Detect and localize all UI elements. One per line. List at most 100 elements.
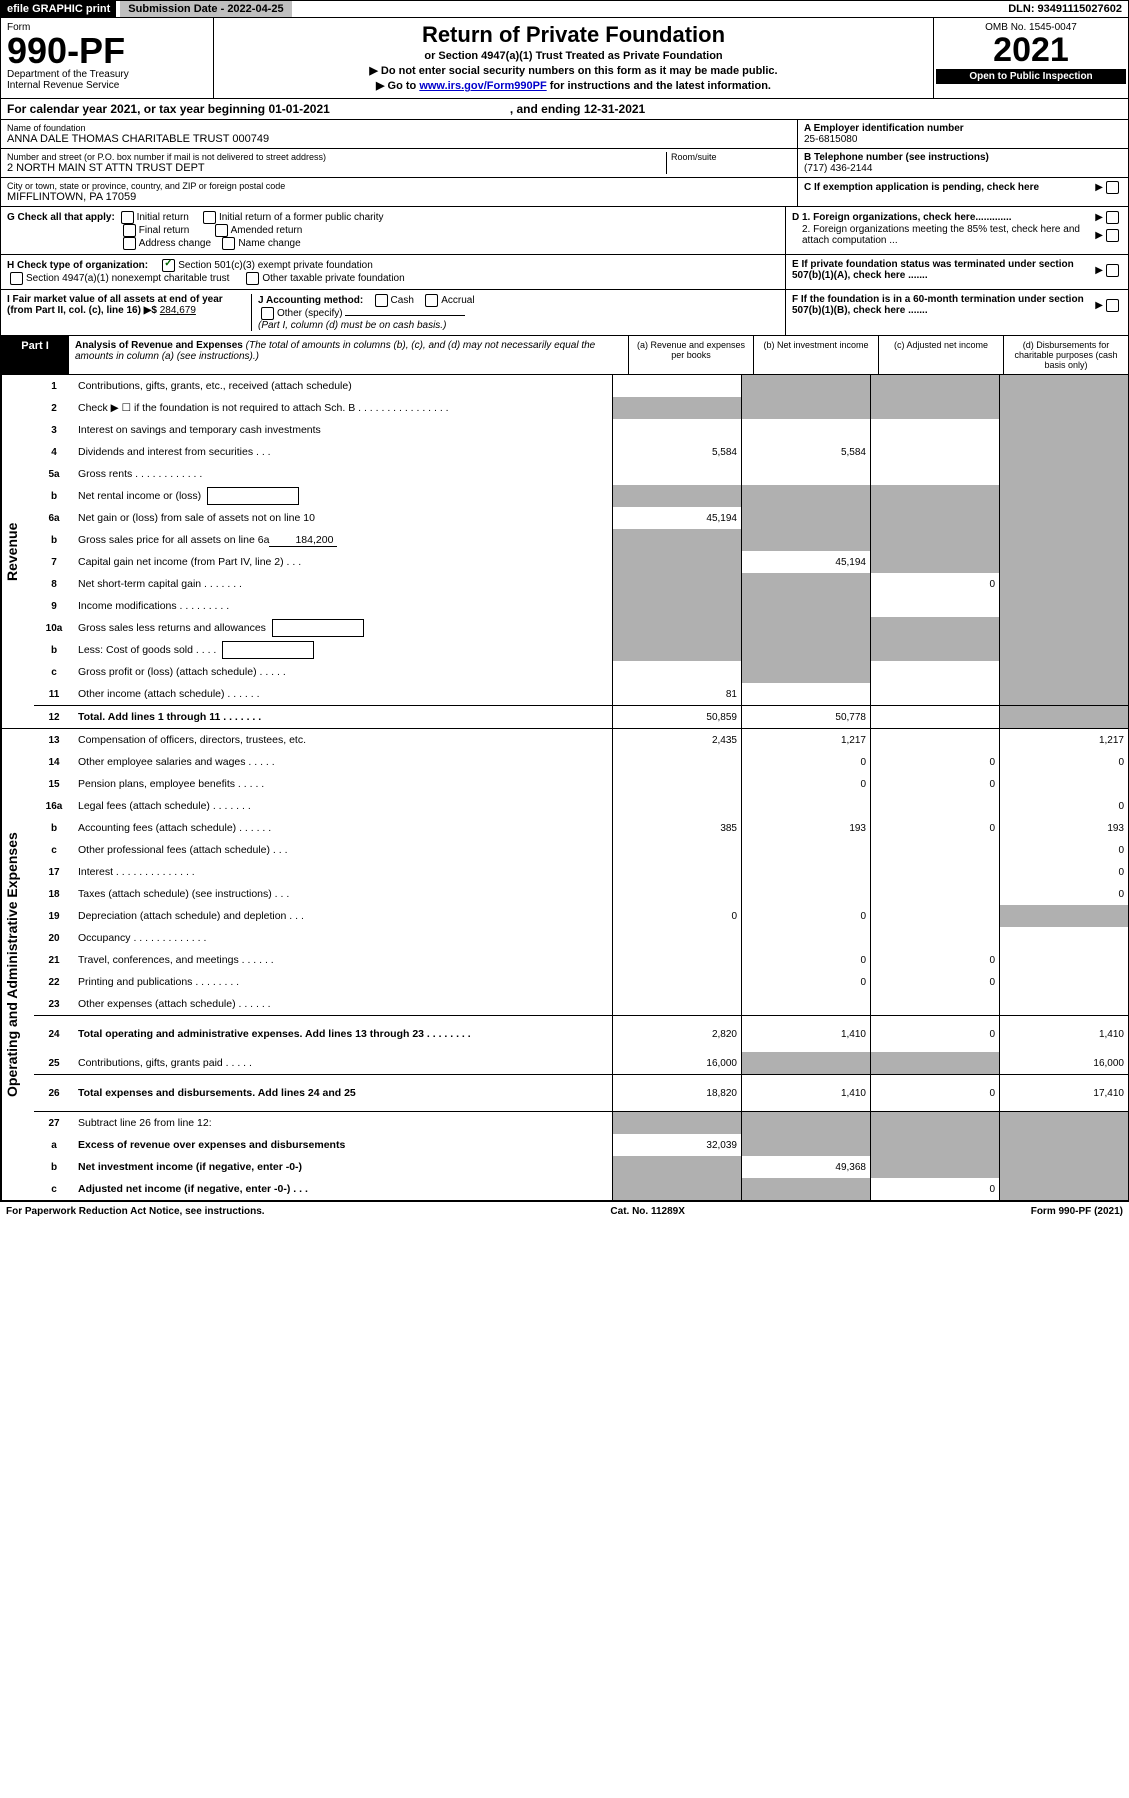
- arrow-icon: ▶: [1095, 265, 1103, 276]
- line5b-desc: Net rental income or (loss): [74, 485, 612, 507]
- line9-desc: Income modifications . . . . . . . . .: [74, 598, 612, 614]
- line10a-desc: Gross sales less returns and allowances: [74, 617, 612, 639]
- l16b-b: 193: [741, 817, 870, 839]
- name-label: Name of foundation: [7, 123, 791, 133]
- j-other-label: Other (specify): [277, 308, 343, 319]
- h-501c3-label: Section 501(c)(3) exempt private foundat…: [178, 260, 373, 271]
- line11-desc: Other income (attach schedule) . . . . .…: [74, 686, 612, 702]
- line10a-box[interactable]: [272, 619, 364, 637]
- line5a-desc: Gross rents . . . . . . . . . . . .: [74, 466, 612, 482]
- h-4947-label: Section 4947(a)(1) nonexempt charitable …: [26, 273, 229, 284]
- j-accrual-checkbox[interactable]: [425, 294, 438, 307]
- initial-return-label: Initial return: [137, 212, 189, 223]
- col-d-header: (d) Disbursements for charitable purpose…: [1003, 336, 1128, 374]
- l19-a: 0: [612, 905, 741, 927]
- l26-d: 17,410: [999, 1075, 1128, 1111]
- line25-desc: Contributions, gifts, grants paid . . . …: [74, 1055, 612, 1071]
- f-checkbox[interactable]: [1106, 299, 1119, 312]
- form-number: 990-PF: [7, 33, 207, 69]
- tax-year: 2021: [936, 33, 1126, 67]
- d1-checkbox[interactable]: [1106, 211, 1119, 224]
- l16a-d: 0: [999, 795, 1128, 817]
- l15-c: 0: [870, 773, 999, 795]
- line27b-desc: Net investment income (if negative, ente…: [74, 1159, 612, 1175]
- line10c-desc: Gross profit or (loss) (attach schedule)…: [74, 664, 612, 680]
- line18-desc: Taxes (attach schedule) (see instruction…: [74, 886, 612, 902]
- h-other-label: Other taxable private foundation: [262, 273, 404, 284]
- l12-a: 50,859: [612, 706, 741, 728]
- l12-b: 50,778: [741, 706, 870, 728]
- ein-label: A Employer identification number: [804, 123, 1122, 134]
- addr-change-label: Address change: [139, 238, 211, 249]
- line6b-desc: Gross sales price for all assets on line…: [74, 532, 612, 549]
- line15-desc: Pension plans, employee benefits . . . .…: [74, 776, 612, 792]
- city-state-zip: MIFFLINTOWN, PA 17059: [7, 191, 791, 203]
- line27c-desc: Adjusted net income (if negative, enter …: [74, 1181, 612, 1197]
- expenses-section: Operating and Administrative Expenses 13…: [0, 729, 1129, 1201]
- l7-b: 45,194: [741, 551, 870, 573]
- efile-print-button[interactable]: efile GRAPHIC print: [1, 1, 116, 17]
- street-address: 2 NORTH MAIN ST ATTN TRUST DEPT: [7, 162, 666, 174]
- part1-label: Part I: [1, 336, 69, 374]
- dept-treasury: Department of the Treasury: [7, 69, 207, 80]
- j-accrual-label: Accrual: [441, 295, 474, 306]
- h-other-checkbox[interactable]: [246, 272, 259, 285]
- j-note: (Part I, column (d) must be on cash basi…: [258, 320, 446, 331]
- h-501c3-checkbox[interactable]: [162, 259, 175, 272]
- l4-a: 5,584: [612, 441, 741, 463]
- e-checkbox[interactable]: [1106, 264, 1119, 277]
- amended-checkbox[interactable]: [215, 224, 228, 237]
- name-change-checkbox[interactable]: [222, 237, 235, 250]
- line20-desc: Occupancy . . . . . . . . . . . . .: [74, 930, 612, 946]
- l21-b: 0: [741, 949, 870, 971]
- phone-value: (717) 436-2144: [804, 163, 1122, 174]
- exemption-checkbox[interactable]: [1106, 181, 1119, 194]
- line6a-desc: Net gain or (loss) from sale of assets n…: [74, 510, 612, 526]
- revenue-section: Revenue 1Contributions, gifts, grants, e…: [0, 375, 1129, 729]
- line5b-box[interactable]: [207, 487, 299, 505]
- l4-b: 5,584: [741, 441, 870, 463]
- col-c-header: (c) Adjusted net income: [878, 336, 1003, 374]
- l6a-a: 45,194: [612, 507, 741, 529]
- arrow-icon: ▶: [1095, 230, 1103, 241]
- arrow-icon: ▶: [1095, 300, 1103, 311]
- initial-former-checkbox[interactable]: [203, 211, 216, 224]
- d2-checkbox[interactable]: [1106, 229, 1119, 242]
- line7-desc: Capital gain net income (from Part IV, l…: [74, 554, 612, 570]
- l24-a: 2,820: [612, 1016, 741, 1052]
- j-cash-checkbox[interactable]: [375, 294, 388, 307]
- note-post: for instructions and the latest informat…: [547, 80, 771, 92]
- dln-number: DLN: 93491115027602: [1002, 1, 1128, 17]
- l24-c: 0: [870, 1016, 999, 1052]
- l19-b: 0: [741, 905, 870, 927]
- final-return-checkbox[interactable]: [123, 224, 136, 237]
- section-h: H Check type of organization: Section 50…: [0, 255, 1129, 290]
- l26-a: 18,820: [612, 1075, 741, 1111]
- line10b-box[interactable]: [222, 641, 314, 659]
- arrow-icon: ▶: [1095, 182, 1103, 193]
- d1-label: D 1. Foreign organizations, check here..…: [792, 212, 1012, 223]
- note-pre: ▶ Go to: [376, 80, 419, 92]
- foundation-name: ANNA DALE THOMAS CHARITABLE TRUST 000749: [7, 133, 791, 145]
- initial-return-checkbox[interactable]: [121, 211, 134, 224]
- l21-c: 0: [870, 949, 999, 971]
- l14-c: 0: [870, 751, 999, 773]
- l18-d: 0: [999, 883, 1128, 905]
- j-cash-label: Cash: [391, 295, 414, 306]
- irs-link[interactable]: www.irs.gov/Form990PF: [419, 80, 546, 92]
- top-bar: efile GRAPHIC print Submission Date - 20…: [0, 0, 1129, 18]
- addr-change-checkbox[interactable]: [123, 237, 136, 250]
- part1-title: Analysis of Revenue and Expenses: [75, 340, 243, 351]
- h-4947-checkbox[interactable]: [10, 272, 23, 285]
- l25-a: 16,000: [612, 1052, 741, 1074]
- l16b-d: 193: [999, 817, 1128, 839]
- l22-b: 0: [741, 971, 870, 993]
- line13-desc: Compensation of officers, directors, tru…: [74, 732, 612, 748]
- page-footer: For Paperwork Reduction Act Notice, see …: [0, 1201, 1129, 1221]
- l17-d: 0: [999, 861, 1128, 883]
- l16b-c: 0: [870, 817, 999, 839]
- g-label: G Check all that apply:: [7, 212, 115, 223]
- footer-catno: Cat. No. 11289X: [610, 1206, 684, 1217]
- ein-value: 25-6815080: [804, 134, 1122, 145]
- j-other-checkbox[interactable]: [261, 307, 274, 320]
